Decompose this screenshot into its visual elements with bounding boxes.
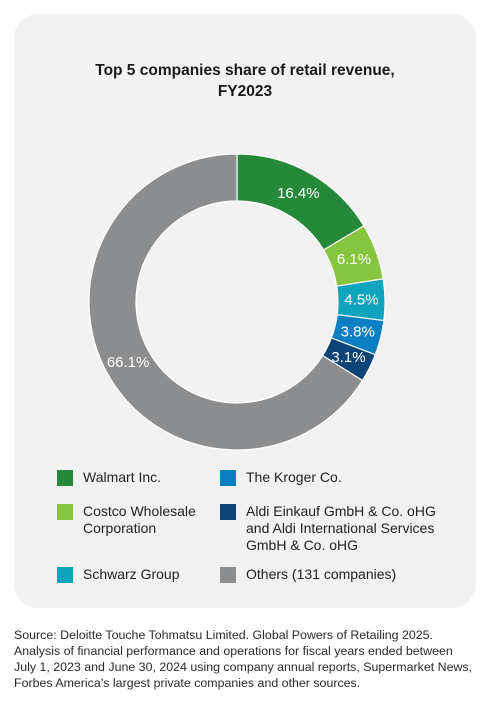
donut-slice-6: [88, 153, 364, 451]
legend-label-line: The Kroger Co.: [246, 469, 342, 485]
legend-swatch: [57, 470, 73, 486]
legend-label-line: Schwarz Group: [83, 566, 180, 582]
legend-label-line: and Aldi International Services: [246, 520, 435, 536]
legend-item-5: Schwarz Group: [57, 566, 179, 583]
legend-label-line: Costco Wholesale: [83, 503, 196, 519]
legend-label-line: Walmart Inc.: [83, 469, 162, 485]
donut-slice-label-6: 66.1%: [107, 354, 150, 371]
legend-swatch: [57, 504, 73, 520]
legend-label: Schwarz Group: [83, 566, 179, 583]
legend-label-line: Others (131 companies): [246, 566, 397, 582]
donut-slice-label-2: 6.1%: [337, 251, 371, 268]
legend-swatch: [220, 567, 236, 583]
donut-slice-label-5: 3.1%: [331, 349, 365, 366]
chart-title: Top 5 companies share of retail revenue,…: [14, 60, 476, 102]
source-line: Forbes America’s largest private compani…: [14, 676, 361, 690]
legend-label: Others (131 companies): [246, 566, 396, 583]
donut-slice-label-4: 3.8%: [341, 324, 375, 341]
legend-item-1: Walmart Inc.: [57, 469, 161, 486]
legend-item-6: Others (131 companies): [220, 566, 396, 583]
chart-title-line-2: FY2023: [217, 83, 273, 100]
source-note: Source: Deloitte Touche Tohmatsu Limited…: [14, 627, 480, 691]
donut-slice-label-1: 16.4%: [277, 185, 320, 202]
source-line: July 1, 2023 and June 30, 2024 using com…: [14, 660, 473, 674]
legend-item-3: Costco Wholesale Corporation: [57, 503, 196, 537]
legend-swatch: [220, 470, 236, 486]
legend-label-line: GmbH & Co. oHG: [246, 537, 359, 553]
donut-slice-label-3: 4.5%: [344, 292, 378, 309]
legend-label: The Kroger Co.: [246, 469, 342, 486]
chart-legend: Walmart Inc. The Kroger Co. Costco Wholesa…: [14, 14, 476, 608]
chart-title-line-1: Top 5 companies share of retail revenue,: [95, 62, 395, 79]
legend-label: Costco Wholesale Corporation: [83, 503, 196, 537]
legend-swatch: [220, 504, 236, 520]
source-line: Analysis of financial performance and op…: [14, 644, 453, 658]
legend-label: Walmart Inc.: [83, 469, 161, 486]
legend-label-line: Corporation: [83, 520, 157, 536]
legend-item-4: Aldi Einkauf GmbH & Co. oHG and Aldi Inte…: [220, 503, 436, 554]
source-line: Source: Deloitte Touche Tohmatsu Limited…: [14, 628, 433, 642]
legend-swatch: [57, 567, 73, 583]
legend-item-2: The Kroger Co.: [220, 469, 342, 486]
chart-card: Top 5 companies share of retail revenue,…: [14, 14, 476, 608]
legend-label-line: Aldi Einkauf GmbH & Co. oHG: [246, 503, 436, 519]
donut-chart: 16.4% 6.1% 4.5% 3.8% 3.1% 66.1%: [88, 153, 386, 451]
legend-label: Aldi Einkauf GmbH & Co. oHG and Aldi Inte…: [246, 503, 436, 554]
